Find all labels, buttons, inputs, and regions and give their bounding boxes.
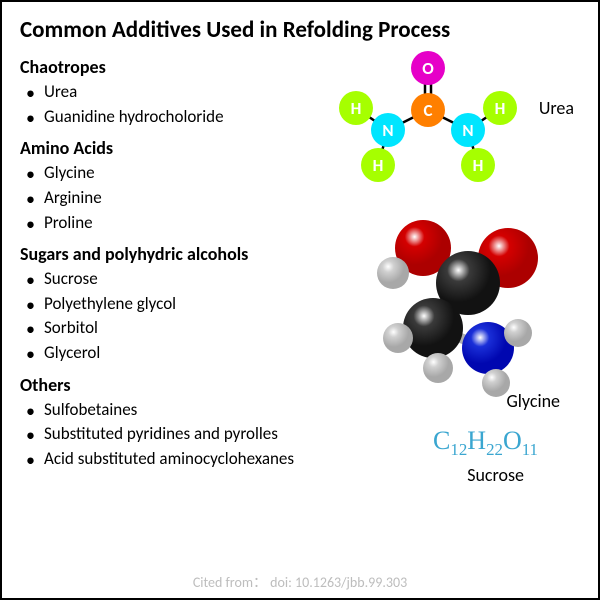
svg-text:H: H	[373, 155, 384, 176]
glycine-diagram-label: Glycine	[506, 390, 560, 412]
svg-text:O: O	[422, 58, 434, 79]
sucrose-formula: C12H22O11	[433, 426, 538, 460]
svg-text:N: N	[382, 120, 393, 141]
svg-text:H: H	[351, 98, 362, 119]
citation-text: Cited from： doi: 10.1263/jbb.99.303	[2, 572, 598, 592]
svg-text:C: C	[424, 100, 433, 121]
svg-text:H: H	[473, 155, 484, 176]
page-title: Common Additives Used in Refolding Proce…	[20, 16, 580, 44]
urea-diagram-label: Urea	[539, 97, 574, 119]
glycine-molecule-diagram	[368, 198, 548, 398]
list-item: Sulfobetaines	[44, 398, 580, 423]
urea-molecule-diagram: CONNHHHH	[338, 50, 518, 185]
svg-text:N: N	[462, 120, 473, 141]
svg-text:H: H	[495, 98, 506, 119]
sucrose-diagram-label: Sucrose	[467, 464, 524, 486]
